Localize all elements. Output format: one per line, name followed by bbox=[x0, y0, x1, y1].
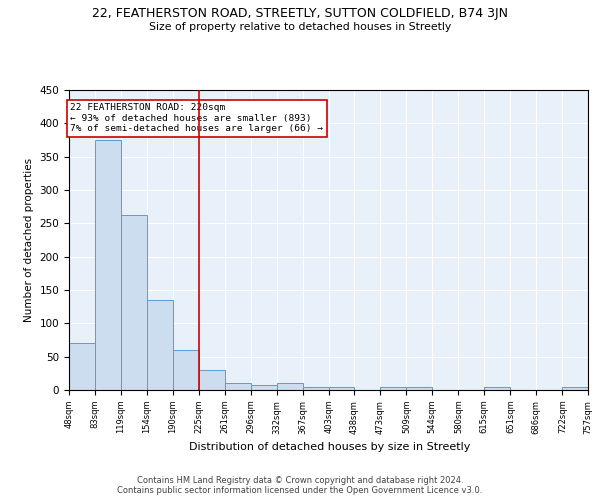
Text: Size of property relative to detached houses in Streetly: Size of property relative to detached ho… bbox=[149, 22, 451, 32]
Bar bbox=[329, 386, 355, 390]
Bar bbox=[380, 386, 406, 390]
Bar bbox=[562, 388, 588, 390]
Bar bbox=[302, 386, 329, 390]
Bar bbox=[251, 384, 277, 390]
Bar bbox=[484, 388, 511, 390]
Bar bbox=[95, 140, 121, 390]
Bar bbox=[121, 216, 146, 390]
Bar bbox=[146, 300, 173, 390]
Bar bbox=[173, 350, 199, 390]
Text: Contains HM Land Registry data © Crown copyright and database right 2024.
Contai: Contains HM Land Registry data © Crown c… bbox=[118, 476, 482, 495]
Bar bbox=[199, 370, 225, 390]
Y-axis label: Number of detached properties: Number of detached properties bbox=[24, 158, 34, 322]
Text: Distribution of detached houses by size in Streetly: Distribution of detached houses by size … bbox=[190, 442, 470, 452]
Text: 22 FEATHERSTON ROAD: 220sqm
← 93% of detached houses are smaller (893)
7% of sem: 22 FEATHERSTON ROAD: 220sqm ← 93% of det… bbox=[70, 104, 323, 133]
Text: 22, FEATHERSTON ROAD, STREETLY, SUTTON COLDFIELD, B74 3JN: 22, FEATHERSTON ROAD, STREETLY, SUTTON C… bbox=[92, 8, 508, 20]
Bar bbox=[277, 384, 302, 390]
Bar bbox=[69, 344, 95, 390]
Bar bbox=[406, 388, 432, 390]
Bar bbox=[225, 384, 251, 390]
